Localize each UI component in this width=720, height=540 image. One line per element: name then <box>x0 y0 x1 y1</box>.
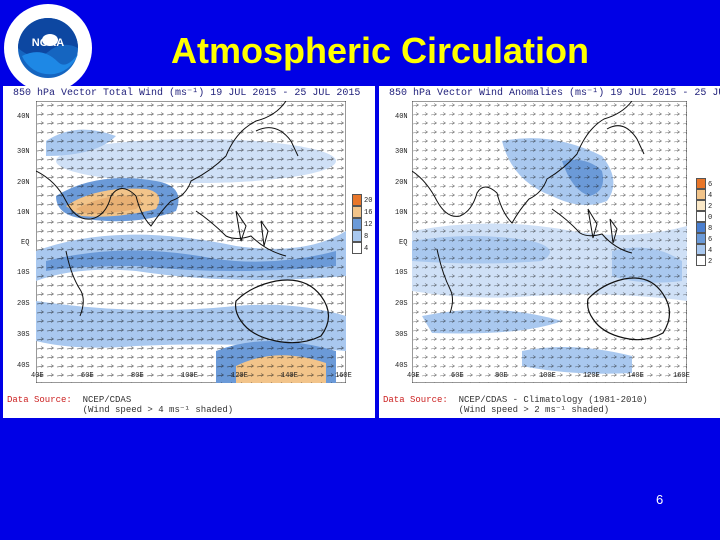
source-label: Data Source: <box>383 395 448 405</box>
lat-label: 10N <box>17 209 30 217</box>
noaa-logo-text: NOAA <box>32 37 64 49</box>
lon-label: 120E <box>231 372 248 380</box>
colorbar-label: 8 <box>364 233 369 241</box>
colorbar-label: 2 <box>708 203 713 211</box>
lat-label: 40S <box>395 362 408 370</box>
colorbar-swatch <box>352 218 362 230</box>
lat-label: 40S <box>17 362 30 370</box>
colorbar-label: 0 <box>708 214 713 222</box>
lon-label: 100E <box>181 372 198 380</box>
colorbar-label: 4 <box>708 247 713 255</box>
page-number: 6 <box>656 492 664 507</box>
lat-label: 20N <box>395 179 408 187</box>
source-line1: NCEP/CDAS - Climatology (1981-2010) <box>458 395 648 405</box>
lon-label: 40E <box>407 372 420 380</box>
lon-label: 80E <box>131 372 144 380</box>
colorbar-label: 16 <box>364 209 373 217</box>
data-source-note: Data Source: NCEP/CDAS (Wind speed > 4 m… <box>7 395 233 415</box>
panel-title: 850 hPa Vector Wind Anomalies (ms⁻¹) 19 … <box>389 88 720 99</box>
lat-label: 40N <box>17 113 30 121</box>
lat-label: 20S <box>17 300 30 308</box>
colorbar-swatch <box>696 200 706 211</box>
lat-label: 30S <box>395 331 408 339</box>
colorbar-swatch <box>696 211 706 222</box>
colorbar-swatch <box>696 189 706 200</box>
lon-label: 60E <box>81 372 94 380</box>
lat-label: 10S <box>395 269 408 277</box>
lat-label: 10S <box>17 269 30 277</box>
lon-label: 80E <box>495 372 508 380</box>
lat-label: 20N <box>17 179 30 187</box>
colorbar-swatch <box>696 178 706 189</box>
colorbar-label: 4 <box>364 245 369 253</box>
lat-label: EQ <box>399 239 408 247</box>
wind-anomaly-panel: 850 hPa Vector Wind Anomalies (ms⁻¹) 19 … <box>379 86 720 418</box>
panel-title: 850 hPa Vector Total Wind (ms⁻¹) 19 JUL … <box>13 88 361 99</box>
lon-label: 100E <box>539 372 556 380</box>
colorbar-swatch <box>696 233 706 244</box>
lat-label: 20S <box>395 300 408 308</box>
lon-label: 160E <box>673 372 690 380</box>
colorbar-label: 20 <box>364 197 373 205</box>
colorbar-label: 6 <box>708 181 713 189</box>
data-source-note: Data Source: NCEP/CDAS - Climatology (19… <box>383 395 648 415</box>
source-line2: (Wind speed > 2 ms⁻¹ shaded) <box>458 405 610 415</box>
source-label: Data Source: <box>7 395 72 405</box>
noaa-logo: NOAA <box>4 4 92 92</box>
colorbar-swatch <box>696 244 706 255</box>
lon-label: 140E <box>627 372 644 380</box>
lon-label: 140E <box>281 372 298 380</box>
wind-anomaly-map <box>412 101 687 383</box>
lat-label: 40N <box>395 113 408 121</box>
colorbar-label: 2 <box>708 258 713 266</box>
source-line2: (Wind speed > 4 ms⁻¹ shaded) <box>82 405 234 415</box>
colorbar-label: 6 <box>708 236 713 244</box>
lat-label: 30N <box>395 148 408 156</box>
lat-label: 30S <box>17 331 30 339</box>
colorbar-swatch <box>696 255 706 266</box>
colorbar-swatch <box>352 230 362 242</box>
colorbar-label: 8 <box>708 225 713 233</box>
lon-label: 160E <box>335 372 352 380</box>
lon-label: 40E <box>31 372 44 380</box>
colorbar-swatch <box>696 222 706 233</box>
lon-label: 60E <box>451 372 464 380</box>
lat-label: 30N <box>17 148 30 156</box>
total-wind-panel: 850 hPa Vector Total Wind (ms⁻¹) 19 JUL … <box>3 86 375 418</box>
colorbar-label: 12 <box>364 221 373 229</box>
colorbar-swatch <box>352 242 362 254</box>
slide-title: Atmospheric Circulation <box>170 30 590 71</box>
source-line1: NCEP/CDAS <box>82 395 132 405</box>
colorbar-swatch <box>352 206 362 218</box>
colorbar-label: 4 <box>708 192 713 200</box>
lat-label: EQ <box>21 239 30 247</box>
colorbar-swatch <box>352 194 362 206</box>
lon-label: 120E <box>583 372 600 380</box>
lat-label: 10N <box>395 209 408 217</box>
total-wind-map <box>36 101 346 383</box>
